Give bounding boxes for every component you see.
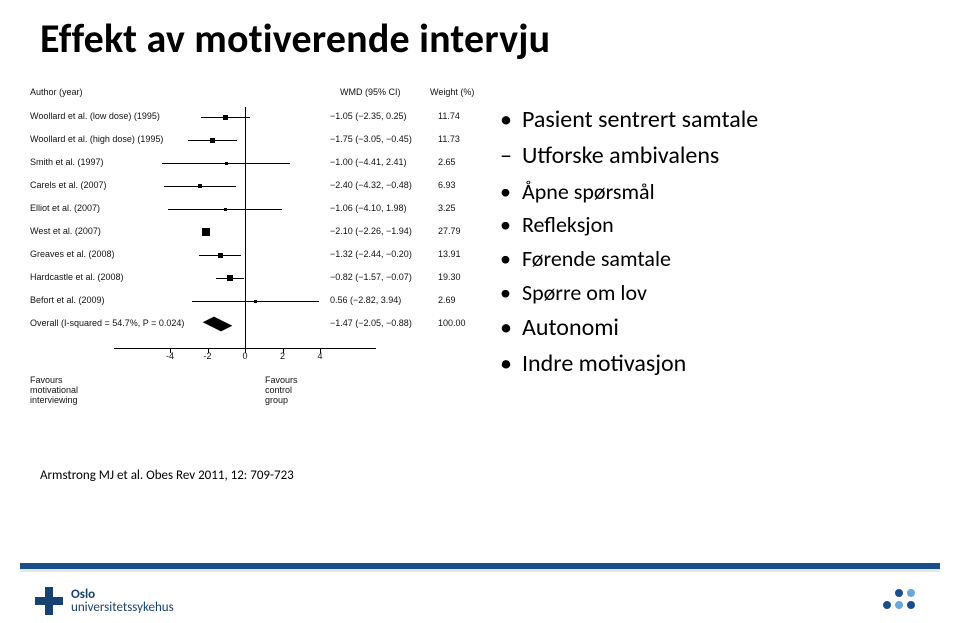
study-author: Hardcastle et al. (2008) (30, 272, 124, 282)
point-estimate (218, 253, 223, 258)
bullet-item: Spørre om lov (500, 278, 940, 308)
footer-dot (907, 589, 915, 597)
study-weight: 11.73 (438, 134, 460, 144)
slide-title: Effekt av motiverende intervju (40, 14, 550, 63)
bullet-list: Pasient sentrert samtale Utforske ambiva… (500, 100, 940, 384)
tick-label: -4 (155, 351, 185, 361)
legend-right: Favours control group (265, 375, 298, 405)
footer-dots (883, 589, 915, 609)
point-estimate (225, 162, 228, 165)
bullet-item: Utforske ambivalens (500, 140, 940, 172)
logo-line2: universitetssykehus (71, 601, 174, 614)
cross-icon (35, 587, 63, 615)
footer-dot (907, 601, 915, 609)
tick-label: 0 (230, 351, 260, 361)
study-author: Befort et al. (2009) (30, 295, 105, 305)
col-author: Author (year) (30, 87, 83, 97)
footer-dot (895, 589, 903, 597)
study-wmd: −1.06 (−4.10, 1.98) (330, 203, 407, 213)
legend-left: Favours motivational interviewing (30, 375, 78, 405)
study-wmd: −1.05 (−2.35, 0.25) (330, 111, 407, 121)
study-wmd: −0.82 (−1.57, −0.07) (330, 272, 412, 282)
bullet-item: Autonomi (500, 312, 940, 344)
footer-bar-light (20, 569, 940, 572)
study-weight: 19.30 (438, 272, 461, 282)
study-weight: 2.69 (438, 295, 456, 305)
tick-label: 2 (268, 351, 298, 361)
hospital-logo: Oslo universitetssykehus (35, 587, 174, 615)
bullet-item: Pasient sentrert samtale (500, 104, 940, 136)
bullet-item: Indre motivasjon (500, 348, 940, 380)
study-author: Greaves et al. (2008) (30, 249, 115, 259)
point-estimate (210, 138, 215, 143)
bullet-item: Førende samtale (500, 244, 940, 274)
footer-dot (895, 601, 903, 609)
citation: Armstrong MJ et al. Obes Rev 2011, 12: 7… (40, 468, 294, 483)
overall-label: Overall (I-squared = 54.7%, P = 0.024) (30, 318, 184, 328)
zero-line (245, 107, 246, 349)
forest-plot: Author (year) WMD (95% CI) Weight (%) Wo… (20, 85, 480, 435)
study-wmd: 0.56 (−2.82, 3.94) (330, 295, 401, 305)
bullet-item: Åpne spørsmål (500, 177, 940, 207)
point-estimate (224, 208, 227, 211)
overall-wmd: −1.47 (−2.05, −0.88) (330, 318, 412, 328)
col-weight: Weight (%) (430, 87, 474, 97)
study-wmd: −1.75 (−3.05, −0.45) (330, 134, 412, 144)
study-weight: 2.65 (438, 157, 456, 167)
point-estimate (254, 300, 257, 303)
overall-diamond (203, 317, 233, 332)
point-estimate (227, 275, 233, 281)
study-wmd: −2.40 (−4.32, −0.48) (330, 180, 412, 190)
study-author: Woollard et al. (low dose) (1995) (30, 111, 160, 121)
study-author: Elliot et al. (2007) (30, 203, 100, 213)
study-author: Smith et al. (1997) (30, 157, 104, 167)
study-weight: 11.74 (438, 111, 460, 121)
study-author: Carels et al. (2007) (30, 180, 107, 190)
study-wmd: −1.32 (−2.44, −0.20) (330, 249, 412, 259)
study-weight: 27.79 (438, 226, 461, 236)
footer: Oslo universitetssykehus (0, 553, 960, 623)
study-author: Woollard et al. (high dose) (1995) (30, 134, 163, 144)
bullet-item: Refleksjon (500, 210, 940, 240)
forest-plot-axis: -4-2024 (170, 107, 320, 357)
study-weight: 6.93 (438, 180, 456, 190)
tick-label: -2 (193, 351, 223, 361)
study-wmd: −2.10 (−2.26, −1.94) (330, 226, 412, 236)
study-author: West et al. (2007) (30, 226, 101, 236)
tick-label: 4 (305, 351, 335, 361)
point-estimate (202, 228, 210, 236)
overall-weight: 100.00 (438, 318, 466, 328)
point-estimate (198, 184, 202, 188)
study-wmd: −1.00 (−4.41, 2.41) (330, 157, 407, 167)
footer-dot (883, 601, 891, 609)
point-estimate (223, 115, 228, 120)
col-wmd: WMD (95% CI) (340, 87, 401, 97)
study-weight: 13.91 (438, 249, 461, 259)
study-weight: 3.25 (438, 203, 456, 213)
